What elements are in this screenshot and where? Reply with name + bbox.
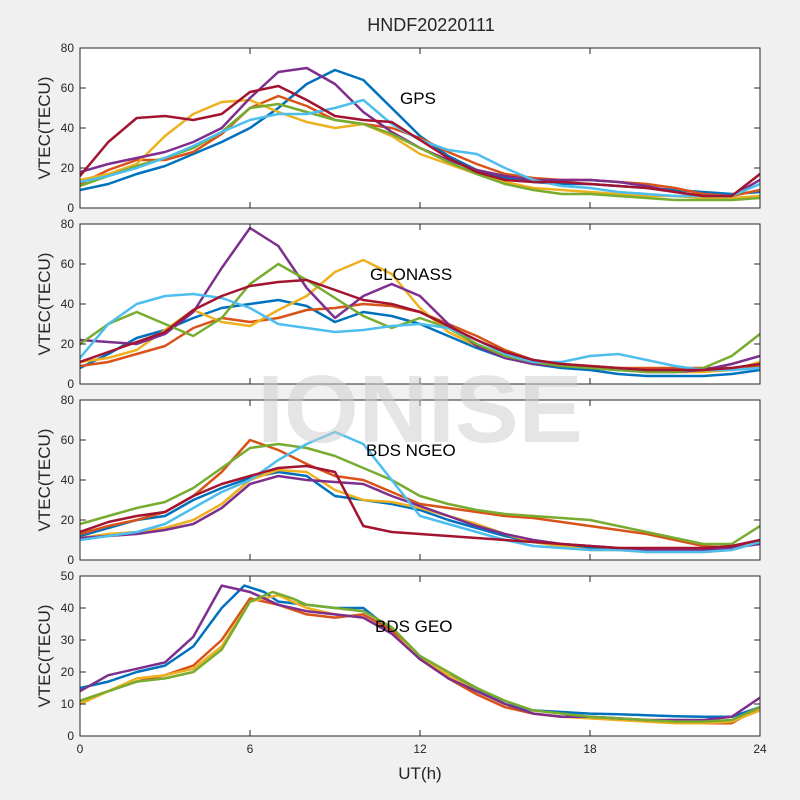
figure-title: HNDF20220111 <box>367 15 494 35</box>
panel-annotation: GPS <box>400 89 436 108</box>
y-tick-label: 20 <box>61 513 75 527</box>
series-line-7 <box>80 464 760 550</box>
x-axis-label: UT(h) <box>398 764 441 783</box>
watermark: IONISE <box>257 356 582 463</box>
x-tick-label: 24 <box>753 742 767 756</box>
series-line-6 <box>80 430 760 554</box>
series-line-5 <box>80 442 760 546</box>
x-tick-label: 0 <box>77 742 84 756</box>
y-tick-label: 20 <box>61 665 75 679</box>
y-tick-label: 10 <box>61 697 75 711</box>
y-tick-label: 80 <box>61 393 75 407</box>
series-group <box>80 430 760 554</box>
plot-area <box>80 48 760 208</box>
y-tick-label: 30 <box>61 633 75 647</box>
y-tick-label: 40 <box>61 601 75 615</box>
series-group <box>80 584 760 725</box>
series-line-5 <box>80 262 760 374</box>
panel-2: 0 20 40 60 80 VTEC(TECU) GLONASS <box>35 217 761 391</box>
y-axis-label: VTEC(TECU) <box>35 77 54 180</box>
y-tick-label: 60 <box>61 257 75 271</box>
y-tick-label: 20 <box>61 337 75 351</box>
y-tick-label: 0 <box>67 553 74 567</box>
series-line-2 <box>80 94 760 198</box>
panel-annotation: BDS NGEO <box>366 441 456 460</box>
x-tick-label: 18 <box>583 742 597 756</box>
x-tick-label: 12 <box>413 742 427 756</box>
series-line-5 <box>80 590 760 723</box>
y-axis-label: VTEC(TECU) <box>35 605 54 708</box>
y-tick-label: 20 <box>61 161 75 175</box>
y-tick-label: 80 <box>61 217 75 231</box>
series-line-5 <box>80 102 760 202</box>
series-line-4 <box>80 474 760 552</box>
series-line-6 <box>80 292 760 372</box>
y-tick-label: 50 <box>61 569 75 583</box>
y-tick-label: 0 <box>67 201 74 215</box>
series-group <box>80 226 760 378</box>
y-tick-label: 40 <box>61 297 75 311</box>
y-tick-label: 80 <box>61 41 75 55</box>
series-line-7 <box>80 278 760 372</box>
y-tick-label: 40 <box>61 473 75 487</box>
series-line-7 <box>80 84 760 198</box>
plot-area <box>80 224 760 384</box>
series-line-3 <box>80 98 760 200</box>
panel-annotation: GLONASS <box>370 265 452 284</box>
y-axis-label: VTEC(TECU) <box>35 253 54 356</box>
y-tick-label: 40 <box>61 121 75 135</box>
panel-annotation: BDS GEO <box>375 617 452 636</box>
y-tick-label: 0 <box>67 377 74 391</box>
y-tick-label: 60 <box>61 81 75 95</box>
panel-4: 0 10 20 30 40 50 0 6 12 18 24 VTEC(TECU) BDS GEO <box>35 569 767 756</box>
panel-3: 0 20 40 60 80 VTEC(TECU) BDS NGEO <box>35 393 761 567</box>
y-tick-label: 0 <box>67 729 74 743</box>
panel-1: 0 20 40 60 80 VTEC(TECU) GPS <box>35 41 761 215</box>
y-axis-label: VTEC(TECU) <box>35 429 54 532</box>
series-group <box>80 66 760 202</box>
y-tick-label: 60 <box>61 433 75 447</box>
x-tick-label: 6 <box>247 742 254 756</box>
